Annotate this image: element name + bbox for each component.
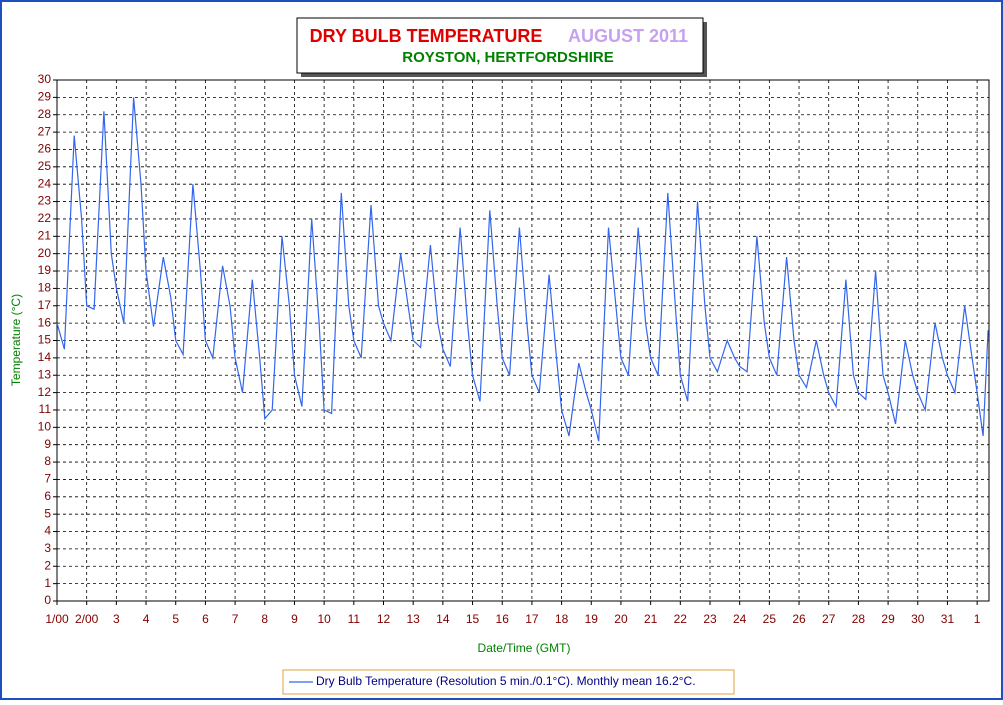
x-tick-label: 3 (113, 612, 120, 626)
x-tick-label: 13 (406, 612, 420, 626)
y-tick-label: 20 (38, 246, 52, 260)
x-tick-label: 27 (822, 612, 836, 626)
y-tick-label: 11 (39, 402, 52, 416)
y-tick-label: 10 (38, 420, 52, 434)
y-tick-label: 14 (38, 350, 52, 364)
x-tick-label: 21 (644, 612, 658, 626)
x-tick-label: 4 (143, 612, 150, 626)
x-tick-label: 8 (261, 612, 268, 626)
x-tick-label: 19 (585, 612, 599, 626)
title-box (296, 17, 704, 74)
y-tick-label: 23 (38, 194, 52, 208)
y-tick-label: 29 (38, 90, 52, 104)
y-tick-label: 1 (44, 576, 51, 590)
chart-title: DRY BULB TEMPERATURE (310, 26, 543, 46)
x-tick-label: 20 (614, 612, 628, 626)
x-tick-label: 26 (792, 612, 806, 626)
x-tick-label: 28 (852, 612, 866, 626)
y-tick-label: 7 (44, 472, 51, 486)
x-tick-label: 24 (733, 612, 747, 626)
y-tick-label: 15 (38, 333, 52, 347)
x-tick-label: 7 (232, 612, 239, 626)
x-tick-label: 29 (881, 612, 895, 626)
y-tick-label: 4 (44, 524, 51, 538)
legend-box (282, 669, 735, 695)
y-tick-label: 5 (44, 506, 51, 520)
chart-subtitle: ROYSTON, HERTFORDSHIRE (402, 49, 613, 66)
x-tick-label: 5 (172, 612, 179, 626)
x-tick-label: 1/00 (45, 612, 69, 626)
y-tick-label: 9 (44, 437, 51, 451)
x-tick-label: 2/00 (75, 612, 99, 626)
x-tick-label: 16 (496, 612, 510, 626)
x-tick-label: 31 (941, 612, 955, 626)
y-tick-label: 17 (38, 298, 52, 312)
x-tick-label: 23 (703, 612, 717, 626)
y-axis-label: Temperature (°C) (9, 294, 23, 386)
y-tick-label: 13 (38, 367, 52, 381)
x-tick-label: 11 (348, 612, 361, 626)
legend-label: Dry Bulb Temperature (Resolution 5 min./… (316, 674, 696, 688)
y-tick-label: 18 (38, 281, 52, 295)
y-tick-label: 19 (38, 263, 52, 277)
y-tick-label: 12 (38, 385, 52, 399)
y-tick-label: 16 (38, 315, 52, 329)
x-tick-label: 9 (291, 612, 298, 626)
x-tick-label: 17 (525, 612, 539, 626)
y-tick-label: 27 (38, 124, 52, 138)
x-tick-label: 6 (202, 612, 209, 626)
y-tick-label: 8 (44, 454, 51, 468)
x-tick-label: 12 (377, 612, 391, 626)
x-tick-label: 14 (436, 612, 450, 626)
x-tick-label: 30 (911, 612, 925, 626)
y-tick-label: 24 (38, 176, 52, 190)
x-axis-label: Date/Time (GMT) (478, 641, 571, 655)
y-tick-label: 28 (38, 107, 52, 121)
x-tick-label: 10 (317, 612, 331, 626)
x-tick-label: 25 (763, 612, 777, 626)
chart-title-period: AUGUST 2011 (568, 26, 688, 46)
y-tick-label: 26 (38, 142, 52, 156)
x-tick-label: 18 (555, 612, 569, 626)
x-tick-label: 22 (674, 612, 688, 626)
y-tick-label: 30 (38, 72, 52, 86)
x-tick-label: 15 (466, 612, 480, 626)
x-tick-label: 1 (974, 612, 981, 626)
y-tick-label: 22 (38, 211, 52, 225)
y-tick-label: 21 (38, 228, 52, 242)
y-tick-label: 25 (38, 159, 52, 173)
y-tick-label: 2 (44, 558, 51, 572)
y-tick-label: 3 (44, 541, 51, 555)
y-tick-label: 0 (44, 593, 51, 607)
temperature-line (56, 97, 989, 442)
y-tick-label: 6 (44, 489, 51, 503)
